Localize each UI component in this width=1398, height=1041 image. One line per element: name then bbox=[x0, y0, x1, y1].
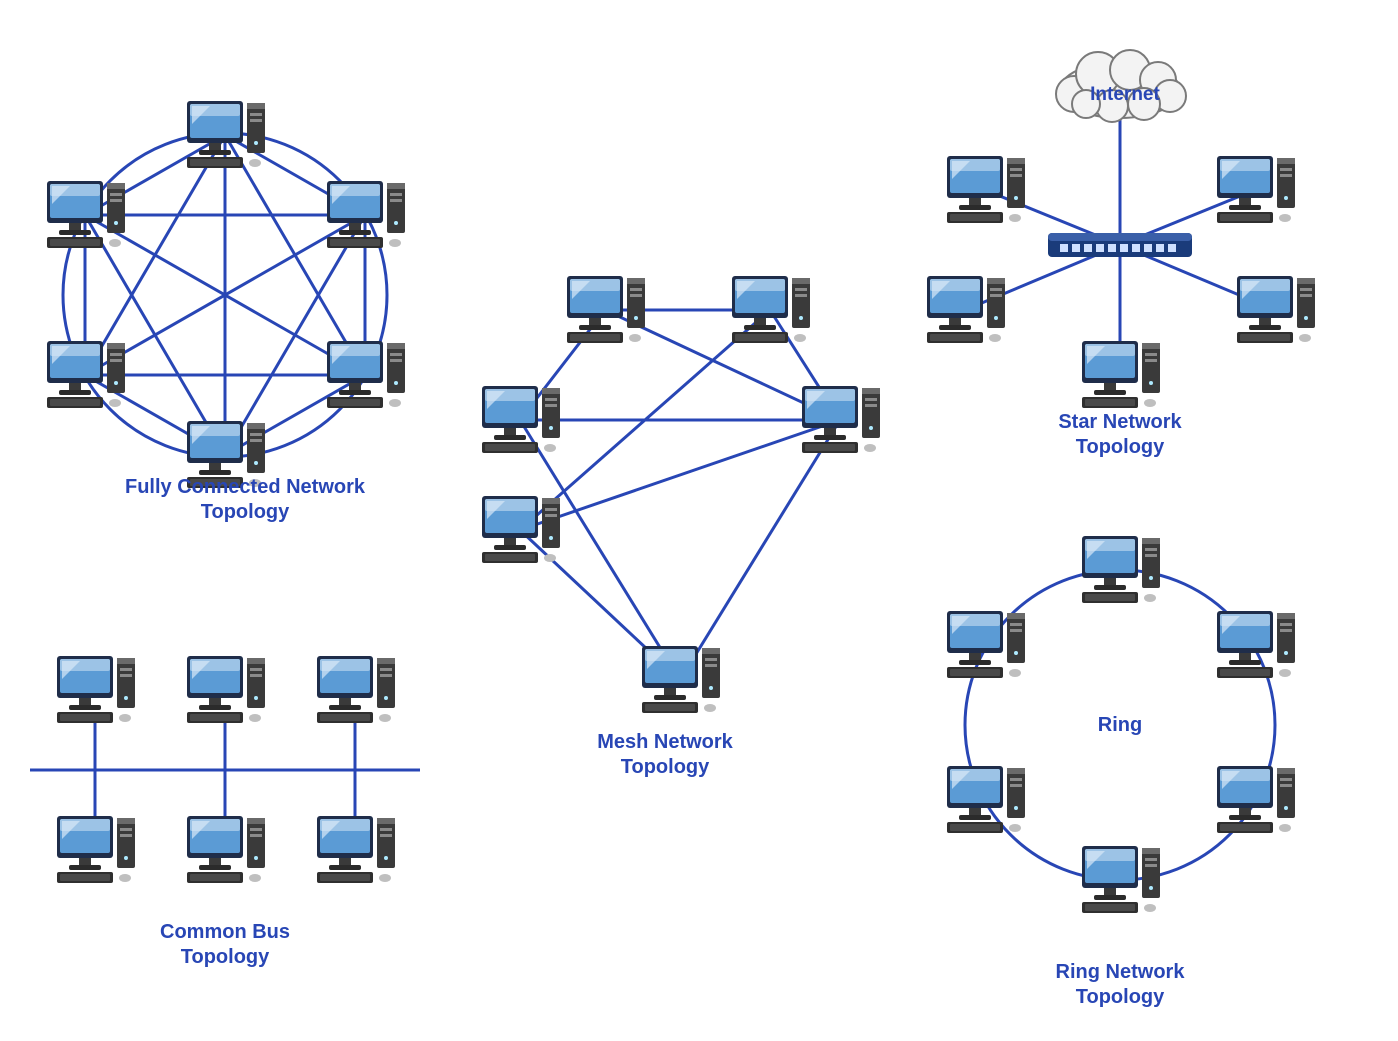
computer-icon bbox=[187, 816, 265, 883]
label-bus: Common Bus Topology bbox=[120, 920, 330, 970]
computer-icon bbox=[1217, 156, 1295, 223]
computer-icon bbox=[642, 646, 720, 713]
computer-icon bbox=[1082, 536, 1160, 603]
computer-icon bbox=[187, 101, 265, 168]
label-star: Star Network Topology bbox=[1015, 410, 1225, 460]
computer-icon bbox=[57, 656, 135, 723]
computer-icon bbox=[927, 276, 1005, 343]
computer-icon bbox=[1217, 611, 1295, 678]
computer-icon bbox=[317, 656, 395, 723]
label-fully-connected: Fully Connected Network Topology bbox=[80, 475, 410, 525]
network-link bbox=[225, 375, 365, 455]
computer-icon bbox=[947, 611, 1025, 678]
computer-icon bbox=[327, 341, 405, 408]
computer-icon bbox=[1217, 766, 1295, 833]
label-ring-center: Ring bbox=[1080, 713, 1160, 738]
computer-icon bbox=[567, 276, 645, 343]
computer-icon bbox=[327, 181, 405, 248]
computer-icon bbox=[57, 816, 135, 883]
computer-icon bbox=[947, 156, 1025, 223]
computer-icon bbox=[802, 386, 880, 453]
computer-icon bbox=[317, 816, 395, 883]
computer-icon bbox=[47, 181, 125, 248]
label-ring: Ring Network Topology bbox=[1015, 960, 1225, 1010]
label-mesh: Mesh Network Topology bbox=[560, 730, 770, 780]
computer-icon bbox=[732, 276, 810, 343]
computer-icon bbox=[947, 766, 1025, 833]
computer-icon bbox=[1082, 341, 1160, 408]
network-link bbox=[680, 420, 840, 680]
label-internet: Internet bbox=[1075, 83, 1175, 107]
computer-icon bbox=[47, 341, 125, 408]
computer-icon bbox=[1237, 276, 1315, 343]
network-link bbox=[520, 420, 840, 530]
network-link bbox=[85, 135, 225, 215]
computer-icon bbox=[482, 386, 560, 453]
network-link bbox=[85, 215, 225, 455]
computer-icon bbox=[187, 656, 265, 723]
network-switch-icon bbox=[1048, 233, 1192, 257]
computer-icon bbox=[482, 496, 560, 563]
computer-icon bbox=[1082, 846, 1160, 913]
